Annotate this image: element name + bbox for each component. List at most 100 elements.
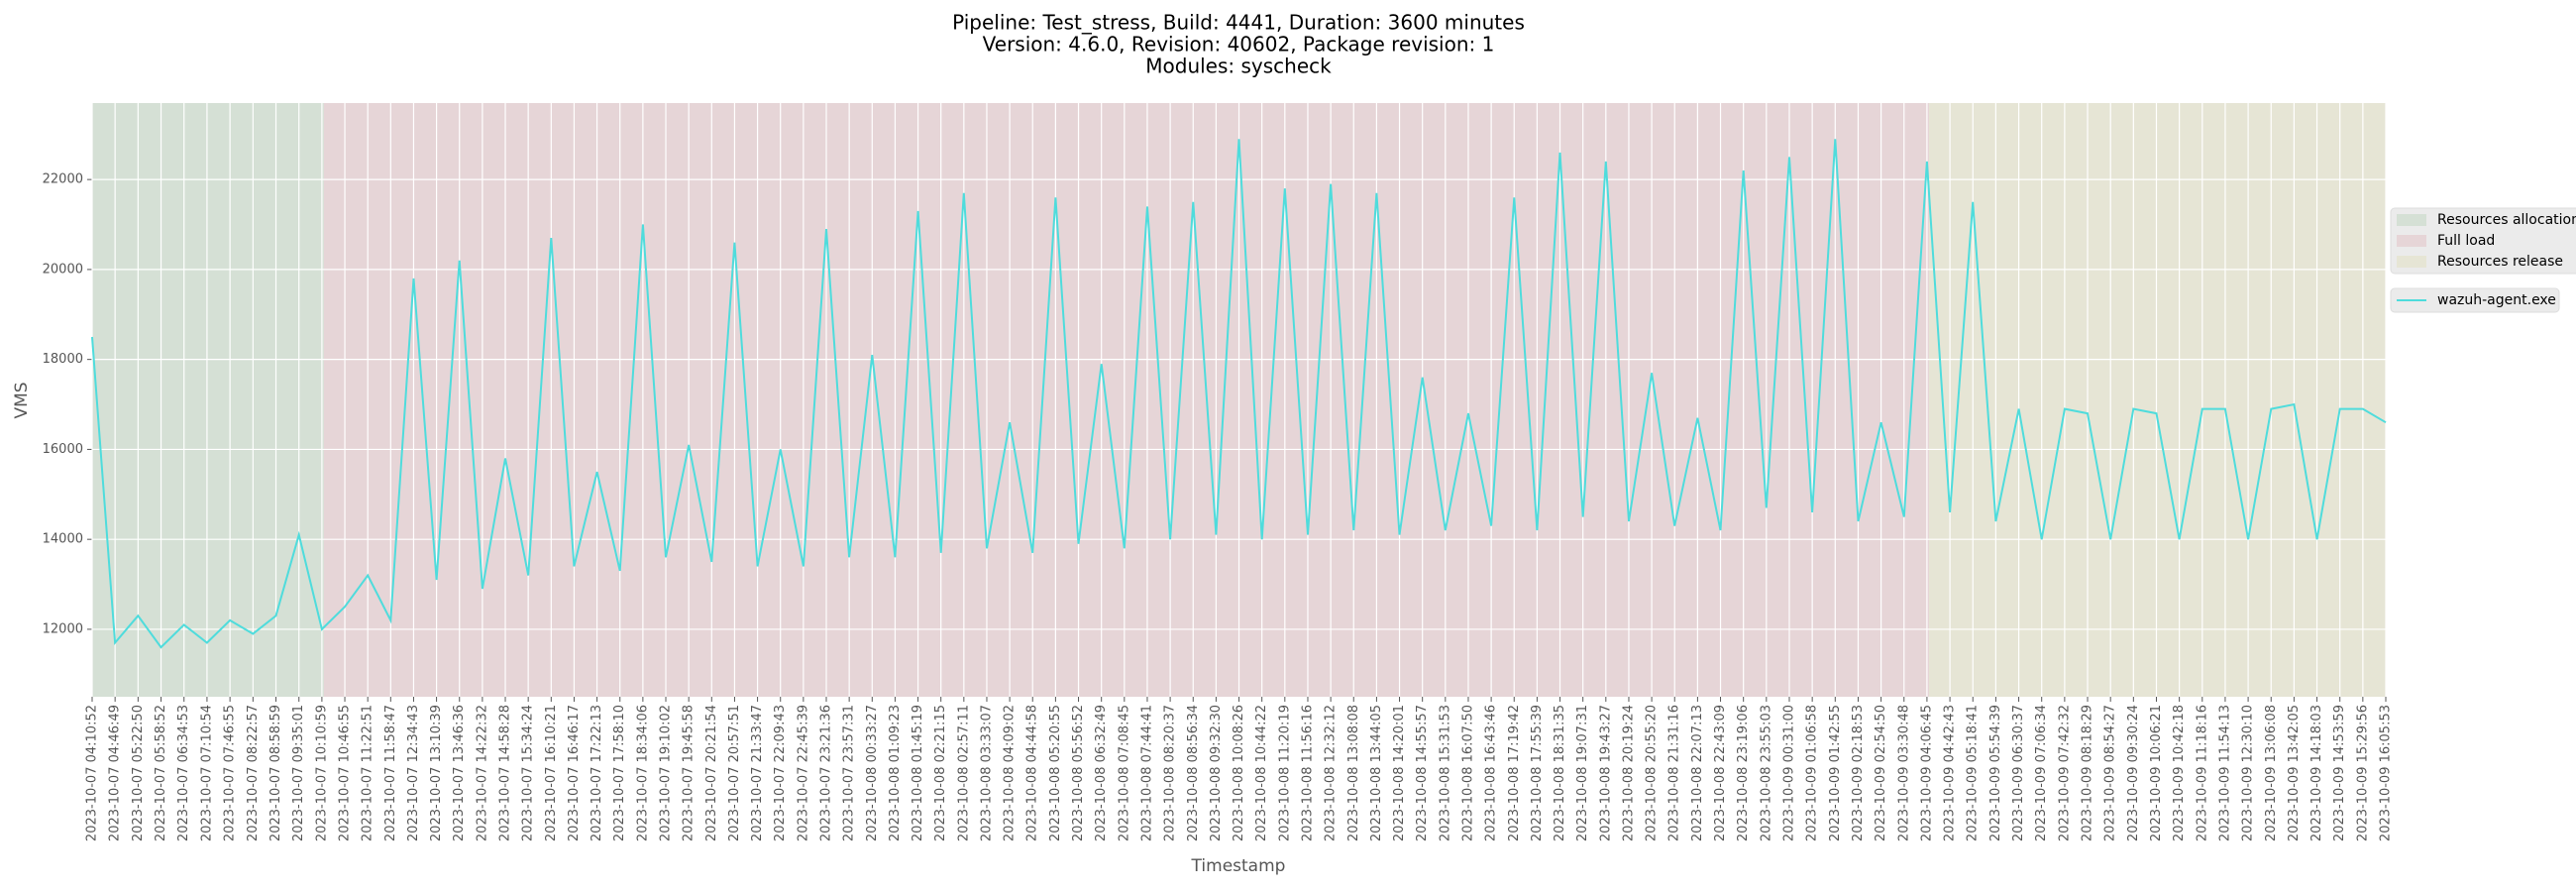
x-tick-label: 2023-10-08 20:55:20 <box>1645 705 1660 841</box>
x-tick-label: 2023-10-09 11:18:16 <box>2195 705 2209 841</box>
series-line <box>91 139 2387 649</box>
x-tick-label: 2023-10-09 07:42:32 <box>2057 705 2072 841</box>
y-axis-label: VMS <box>12 382 32 418</box>
x-tick-label: 2023-10-08 22:07:13 <box>1690 705 1705 841</box>
x-tick-label: 2023-10-08 17:19:42 <box>1507 705 1522 841</box>
x-tick-label: 2023-10-07 08:22:57 <box>246 705 261 841</box>
x-tick-label: 2023-10-08 11:56:16 <box>1300 705 1315 841</box>
x-tick-label: 2023-10-08 14:20:01 <box>1392 705 1407 841</box>
x-tick-label: 2023-10-07 20:21:54 <box>704 705 719 841</box>
x-tick-label: 2023-10-08 08:56:34 <box>1186 705 1201 841</box>
x-tick-label: 2023-10-07 22:09:43 <box>773 705 788 841</box>
x-tick-label: 2023-10-07 23:21:36 <box>819 705 834 841</box>
x-tick-label: 2023-10-07 16:46:17 <box>567 705 582 841</box>
x-tick-label: 2023-10-08 19:43:27 <box>1598 705 1613 841</box>
x-tick-label: 2023-10-08 15:31:53 <box>1438 705 1452 841</box>
chart-title: Version: 4.6.0, Revision: 40602, Package… <box>983 33 1495 56</box>
phase-span <box>92 103 324 697</box>
x-tick-label: 2023-10-07 22:45:39 <box>796 705 810 841</box>
legend-swatch <box>2397 235 2426 247</box>
x-tick-label: 2023-10-07 09:35:01 <box>291 705 306 841</box>
x-tick-label: 2023-10-07 18:34:06 <box>635 705 650 841</box>
y-tick-label: 16000 <box>43 442 83 457</box>
phase-span <box>1929 103 2386 697</box>
x-tick-label: 2023-10-09 02:18:53 <box>1851 705 1866 841</box>
x-tick-label: 2023-10-09 16:05:53 <box>2379 705 2394 841</box>
x-tick-label: 2023-10-08 09:32:30 <box>1209 705 1224 841</box>
x-tick-label: 2023-10-08 03:33:07 <box>979 705 994 841</box>
x-tick-label: 2023-10-07 08:58:59 <box>268 705 283 841</box>
x-tick-label: 2023-10-09 03:30:48 <box>1896 705 1911 841</box>
chart-title: Modules: syscheck <box>1145 55 1332 78</box>
x-tick-label: 2023-10-07 04:46:49 <box>108 705 123 841</box>
x-tick-label: 2023-10-07 17:22:13 <box>590 705 604 841</box>
x-tick-label: 2023-10-07 15:34:24 <box>521 705 536 841</box>
x-tick-label: 2023-10-08 19:07:31 <box>1575 705 1590 841</box>
x-tick-label: 2023-10-09 04:42:43 <box>1943 705 1958 841</box>
x-tick-label: 2023-10-08 14:55:57 <box>1415 705 1430 841</box>
x-tick-label: 2023-10-07 20:57:51 <box>727 705 742 841</box>
x-tick-label: 2023-10-08 02:21:15 <box>933 705 948 841</box>
x-tick-label: 2023-10-09 13:06:08 <box>2264 705 2279 841</box>
x-tick-label: 2023-10-08 18:31:35 <box>1553 705 1567 841</box>
x-tick-label: 2023-10-07 11:58:47 <box>383 705 398 841</box>
x-tick-label: 2023-10-07 07:46:55 <box>223 705 238 841</box>
legend-label: Full load <box>2437 233 2495 249</box>
y-tick-label: 18000 <box>43 352 83 367</box>
x-tick-label: 2023-10-08 11:20:19 <box>1277 705 1292 841</box>
x-tick-label: 2023-10-08 07:08:45 <box>1117 705 1131 841</box>
x-tick-label: 2023-10-08 17:55:39 <box>1530 705 1545 841</box>
x-tick-label: 2023-10-08 16:07:50 <box>1460 705 1475 841</box>
x-tick-label: 2023-10-08 13:08:08 <box>1346 705 1361 841</box>
legend-label: Resources release <box>2437 254 2563 270</box>
x-tick-label: 2023-10-07 14:22:32 <box>475 705 489 841</box>
x-tick-label: 2023-10-09 15:29:56 <box>2355 705 2370 841</box>
x-tick-label: 2023-10-08 02:57:11 <box>956 705 971 841</box>
x-tick-label: 2023-10-08 16:43:46 <box>1484 705 1499 841</box>
y-tick-label: 14000 <box>43 532 83 547</box>
x-tick-label: 2023-10-09 05:18:41 <box>1966 705 1981 841</box>
x-tick-label: 2023-10-08 00:33:27 <box>865 705 880 841</box>
x-tick-label: 2023-10-09 02:54:50 <box>1874 705 1888 841</box>
x-tick-label: 2023-10-09 14:53:59 <box>2332 705 2347 841</box>
x-tick-label: 2023-10-07 23:57:31 <box>842 705 857 841</box>
x-tick-label: 2023-10-09 08:18:29 <box>2081 705 2095 841</box>
x-tick-label: 2023-10-07 19:45:58 <box>682 705 697 841</box>
x-tick-label: 2023-10-07 16:10:21 <box>544 705 559 841</box>
x-tick-label: 2023-10-07 05:22:50 <box>131 705 146 841</box>
x-tick-label: 2023-10-09 05:54:39 <box>1988 705 2003 841</box>
x-tick-label: 2023-10-07 13:46:36 <box>452 705 467 841</box>
x-tick-label: 2023-10-08 12:32:12 <box>1324 705 1339 841</box>
x-tick-label: 2023-10-08 05:20:55 <box>1048 705 1063 841</box>
legend-box <box>2390 207 2576 275</box>
x-tick-label: 2023-10-07 21:33:47 <box>750 705 765 841</box>
x-tick-label: 2023-10-07 04:10:52 <box>85 705 100 841</box>
x-tick-label: 2023-10-08 20:19:24 <box>1621 705 1636 841</box>
legend-swatch <box>2397 256 2426 268</box>
x-tick-label: 2023-10-09 13:42:05 <box>2287 705 2302 841</box>
x-tick-label: 2023-10-08 05:56:52 <box>1071 705 1086 841</box>
legend-box <box>2390 287 2560 313</box>
x-tick-label: 2023-10-09 00:31:00 <box>1781 705 1796 841</box>
x-tick-label: 2023-10-08 04:44:58 <box>1025 705 1040 841</box>
x-tick-label: 2023-10-08 21:31:16 <box>1667 705 1682 841</box>
x-tick-label: 2023-10-09 10:06:21 <box>2149 705 2164 841</box>
phase-span <box>323 103 1930 697</box>
y-tick-label: 22000 <box>43 172 83 187</box>
x-tick-label: 2023-10-07 19:10:02 <box>659 705 674 841</box>
x-tick-label: 2023-10-07 17:58:10 <box>612 705 627 841</box>
x-tick-label: 2023-10-08 01:09:23 <box>888 705 903 841</box>
x-tick-label: 2023-10-09 01:06:58 <box>1805 705 1820 841</box>
x-tick-label: 2023-10-09 04:06:45 <box>1919 705 1934 841</box>
x-tick-label: 2023-10-07 14:58:28 <box>498 705 513 841</box>
x-tick-label: 2023-10-09 11:54:13 <box>2217 705 2232 841</box>
x-tick-label: 2023-10-08 13:44:05 <box>1369 705 1384 841</box>
x-tick-label: 2023-10-08 22:43:09 <box>1713 705 1728 841</box>
x-tick-label: 2023-10-08 23:55:03 <box>1759 705 1773 841</box>
x-tick-label: 2023-10-07 12:34:43 <box>406 705 421 841</box>
x-tick-label: 2023-10-09 09:30:24 <box>2126 705 2141 841</box>
legend-swatch <box>2397 214 2426 226</box>
x-tick-label: 2023-10-07 10:10:59 <box>314 705 329 841</box>
x-tick-label: 2023-10-09 07:06:34 <box>2034 705 2049 841</box>
